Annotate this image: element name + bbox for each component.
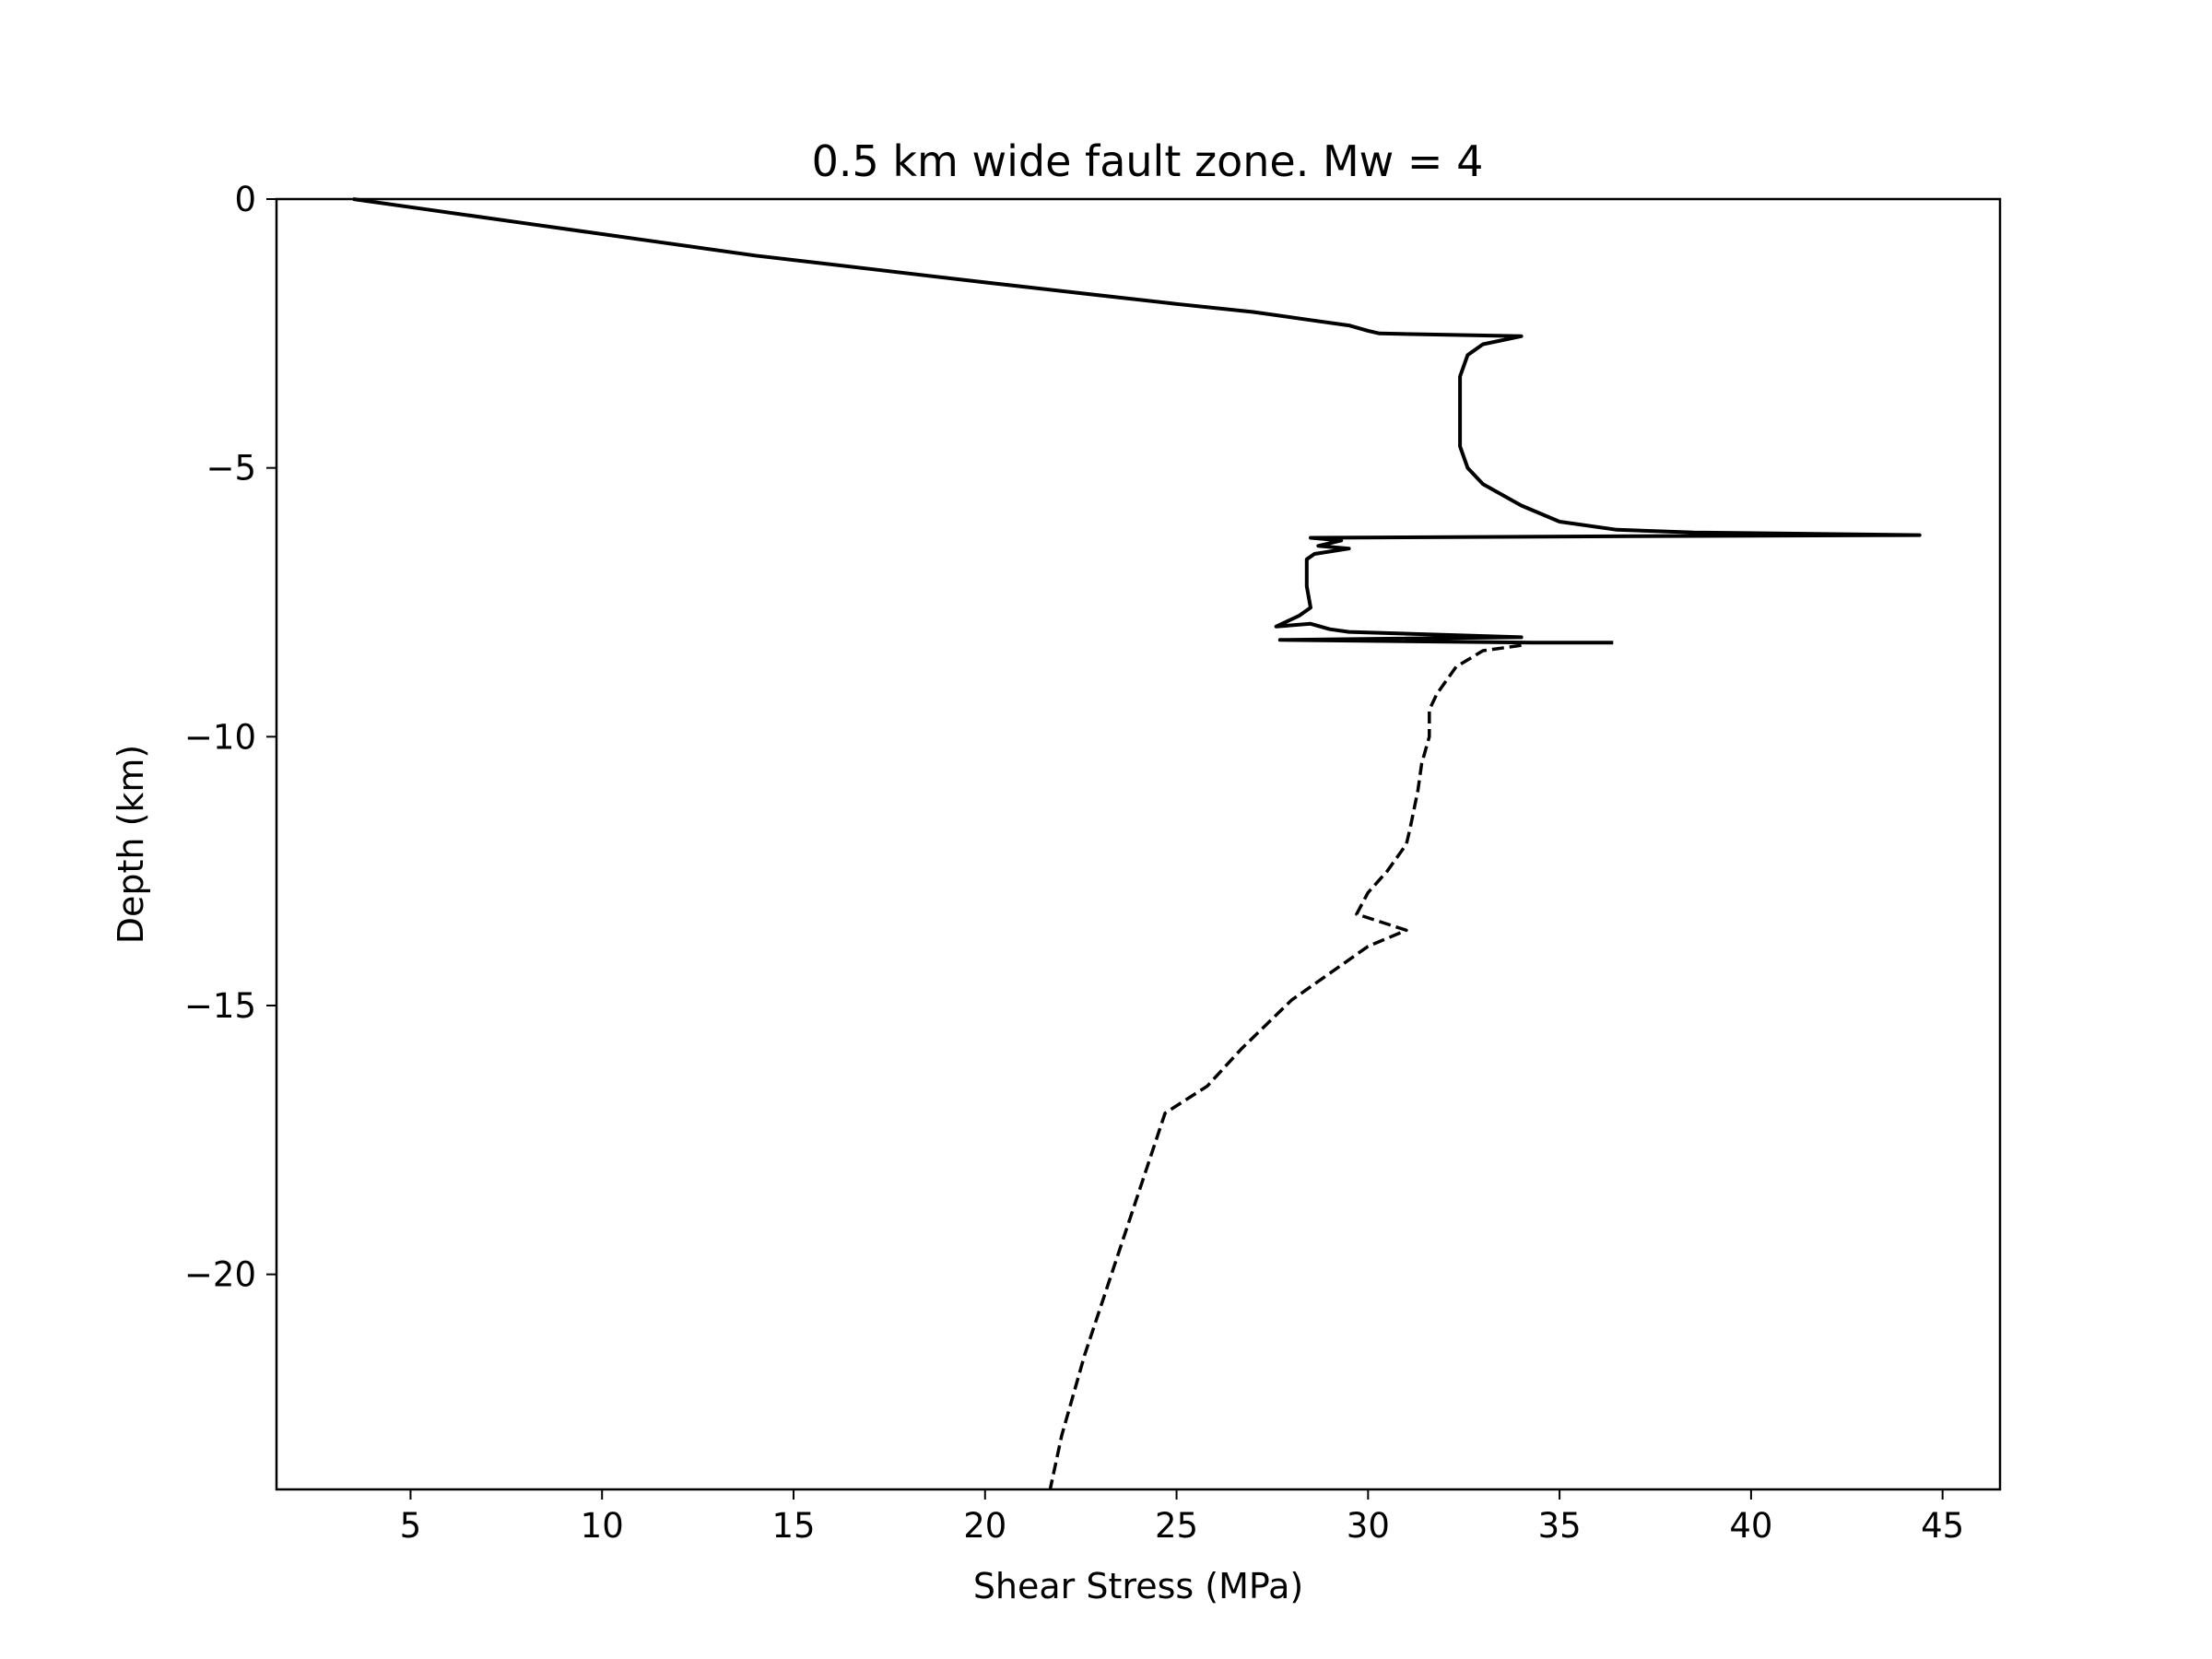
y-axis-ticks: 0 −5 −10 −15 −20 xyxy=(184,180,276,1295)
x-tick-label: 15 xyxy=(771,1506,815,1546)
y-tick-label: 0 xyxy=(234,180,256,219)
x-tick-label: 20 xyxy=(963,1506,1006,1546)
y-tick-label: −15 xyxy=(184,986,256,1026)
y-tick-label: −5 xyxy=(206,449,256,488)
y-tick-label: −20 xyxy=(184,1255,256,1295)
x-axis-ticks: 5 10 15 20 25 30 35 40 45 xyxy=(400,1489,1964,1546)
x-tick-label: 40 xyxy=(1729,1506,1772,1546)
x-axis-label: Shear Stress (MPa) xyxy=(973,1566,1303,1606)
x-tick-label: 45 xyxy=(1921,1506,1964,1546)
x-tick-label: 5 xyxy=(400,1506,422,1546)
plot-frame xyxy=(275,197,2002,1491)
x-tick-label: 35 xyxy=(1538,1506,1582,1546)
y-axis-label: Depth (km) xyxy=(111,745,151,945)
y-tick-label: −10 xyxy=(184,717,256,757)
x-tick-label: 10 xyxy=(581,1506,624,1546)
series-line-solid xyxy=(352,197,1922,645)
chart-title: 0.5 km wide fault zone. Mw = 4 xyxy=(812,136,1484,186)
x-tick-label: 30 xyxy=(1347,1506,1390,1546)
plot-lines xyxy=(352,197,1922,1490)
x-tick-label: 25 xyxy=(1155,1506,1198,1546)
series-line-dashed xyxy=(1048,643,1522,1490)
